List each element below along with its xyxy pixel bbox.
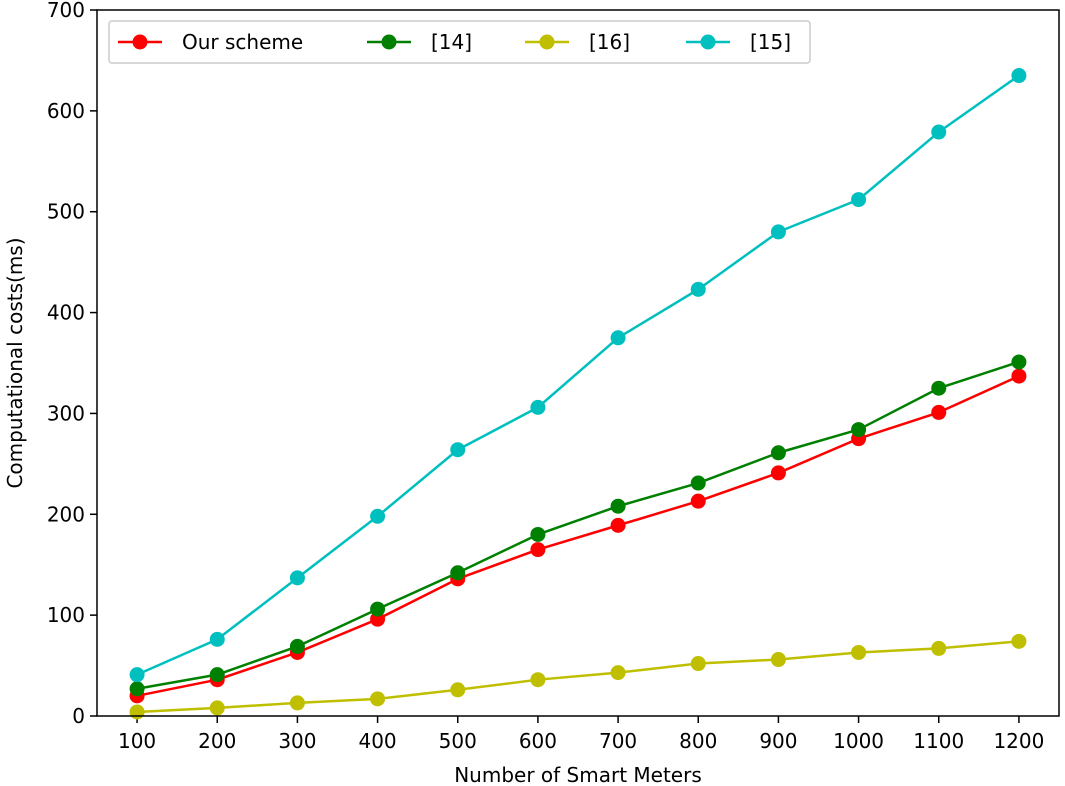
data-point [851, 644, 867, 660]
legend-marker [381, 34, 397, 50]
data-point [610, 330, 626, 346]
series-4 [129, 68, 1027, 683]
legend: Our scheme [14] [16] [15] [108, 20, 811, 64]
x-tick-label: 900 [759, 729, 797, 753]
tick-labels: 100 200 300 400 500 600 700 800 900 1000 1100 1200 0… [47, 0, 1045, 753]
series-layer [129, 68, 1027, 720]
legend-box [108, 20, 811, 64]
data-point [1011, 68, 1027, 84]
data-point [1011, 368, 1027, 384]
data-point [209, 700, 225, 716]
data-point [370, 691, 386, 707]
y-tick-label: 200 [47, 502, 85, 526]
data-point [209, 631, 225, 647]
x-tick-label: 700 [599, 729, 637, 753]
series-line [137, 640, 1020, 714]
legend-label: Our scheme [182, 30, 303, 54]
data-point [129, 681, 145, 697]
x-tick-label: 1200 [993, 729, 1044, 753]
y-axis-title: Computational costs(ms) [3, 237, 27, 488]
legend-marker [539, 34, 555, 50]
x-tick-label: 800 [679, 729, 717, 753]
data-point [610, 498, 626, 514]
data-point [690, 281, 706, 297]
data-point [370, 508, 386, 524]
data-point [530, 672, 546, 688]
data-point [530, 542, 546, 558]
legend-label: [16] [589, 30, 630, 54]
data-point [610, 665, 626, 681]
legend-marker [132, 34, 148, 50]
x-tick-label: 300 [278, 729, 316, 753]
x-tick-label: 200 [198, 729, 236, 753]
data-point [450, 442, 466, 458]
legend-label: [15] [750, 30, 791, 54]
legend-label: [14] [431, 30, 472, 54]
series-line [136, 74, 1020, 676]
series-1 [129, 368, 1027, 704]
y-tick-label: 700 [47, 0, 85, 22]
series-line [136, 374, 1020, 698]
x-axis-title: Number of Smart Meters [454, 763, 702, 786]
plot-frame [96, 9, 1060, 717]
data-point [209, 667, 225, 683]
data-point [770, 445, 786, 461]
x-tick-label: 1000 [833, 729, 884, 753]
y-tick-label: 100 [47, 603, 85, 627]
x-tick-label: 500 [439, 729, 477, 753]
legend-item: Our scheme [118, 30, 303, 54]
data-point [770, 465, 786, 481]
y-tick-label: 0 [72, 704, 85, 728]
data-point [851, 422, 867, 438]
data-point [450, 682, 466, 698]
data-point [931, 124, 947, 140]
series-2 [129, 354, 1027, 697]
data-point [530, 399, 546, 415]
data-point [770, 652, 786, 668]
data-point [450, 565, 466, 581]
legend-marker [700, 34, 716, 50]
data-point [370, 601, 386, 617]
data-point [690, 656, 706, 672]
data-point [931, 380, 947, 396]
data-point [530, 526, 546, 542]
data-point [610, 517, 626, 533]
data-point [1011, 354, 1027, 370]
data-point [129, 704, 145, 720]
series-3 [129, 633, 1027, 720]
data-point [289, 570, 305, 586]
y-tick-label: 500 [47, 200, 85, 224]
data-point [289, 695, 305, 711]
y-tick-label: 300 [47, 401, 85, 425]
x-tick-label: 1100 [913, 729, 964, 753]
x-tick-label: 100 [118, 729, 156, 753]
data-point [690, 475, 706, 491]
legend-item: [14] [367, 30, 472, 54]
data-point [851, 192, 867, 208]
x-tick-label: 400 [358, 729, 396, 753]
data-point [770, 224, 786, 240]
legend-item: [16] [525, 30, 630, 54]
data-point [289, 638, 305, 654]
y-tick-label: 400 [47, 301, 85, 325]
data-point [129, 667, 145, 683]
axis-ticks [90, 9, 1020, 723]
data-point [1011, 633, 1027, 649]
series-line [136, 360, 1020, 690]
data-point [690, 493, 706, 509]
y-tick-label: 600 [47, 99, 85, 123]
x-tick-label: 600 [519, 729, 557, 753]
data-point [931, 640, 947, 656]
legend-item: [15] [686, 30, 791, 54]
data-point [931, 404, 947, 420]
